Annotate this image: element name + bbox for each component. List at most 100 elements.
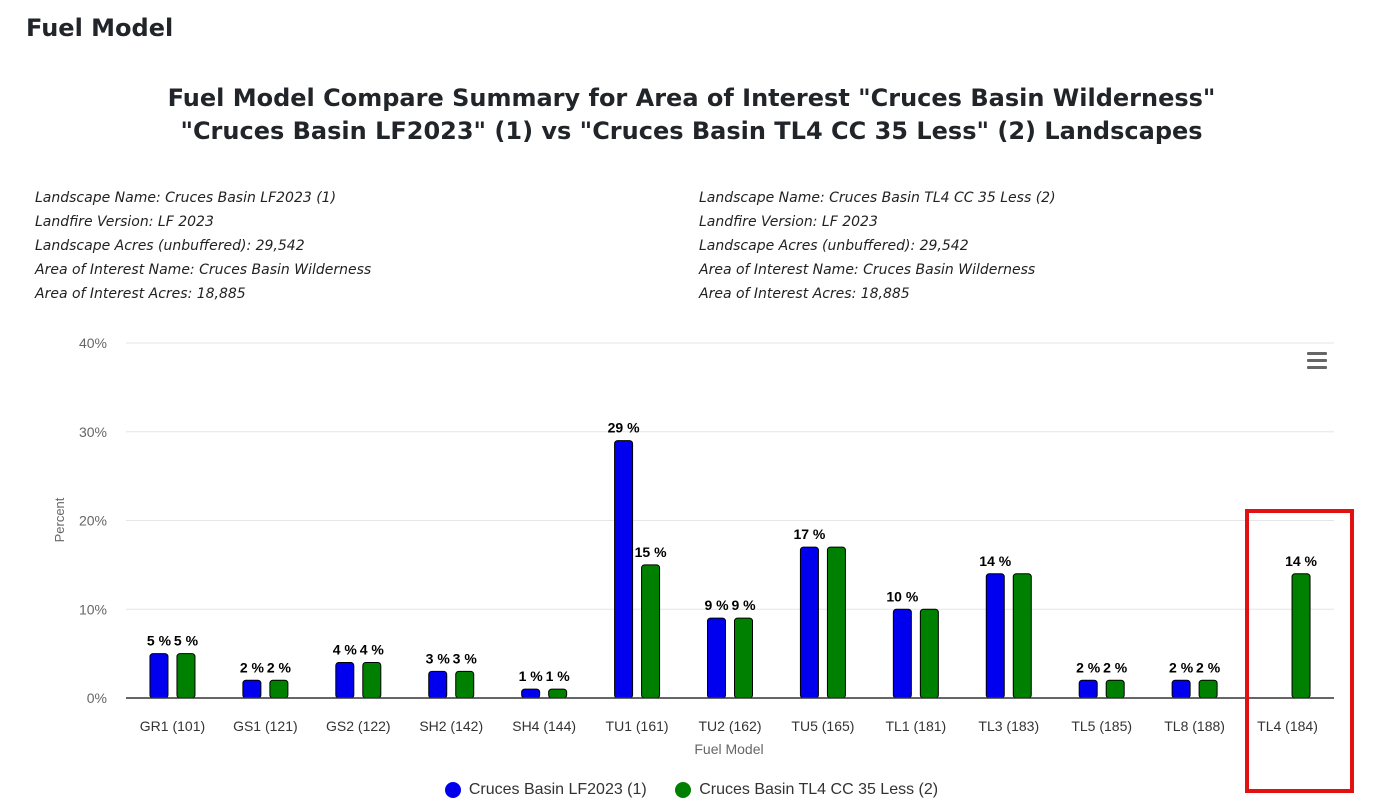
landscape-1-info: Landscape Name: Cruces Basin LF2023 (1) … [35,186,371,306]
landscape-2-acres: Landscape Acres (unbuffered): 29,542 [699,238,969,254]
legend-label-series-1: Cruces Basin LF2023 (1) [468,781,647,798]
x-tick-label: TU1 (161) [606,718,669,734]
bar-series-1-gr1[interactable] [149,653,169,699]
data-label-series-1: 2 % [1076,659,1101,675]
y-axis-title: Percent [52,497,67,542]
bar-series-2-tu5[interactable] [826,546,846,699]
bar-series-1-tu2[interactable] [707,617,726,699]
data-label-series-1: 14 % [979,553,1011,569]
data-label-series-1: 29 % [608,420,640,436]
data-label-series-1: 9 % [704,597,729,613]
bar-series-1-tl1[interactable] [892,608,912,699]
hamburger-menu-icon-line [1307,359,1327,362]
landscape-1-acres: Landscape Acres (unbuffered): 29,542 [35,238,305,254]
bar-series-2-tu1[interactable] [641,564,661,699]
data-label-series-1: 10 % [886,588,918,604]
data-label-series-2: 14 % [1285,553,1317,569]
data-label-series-2: 3 % [453,650,478,666]
data-label-series-1: 3 % [426,650,451,666]
landscape-1-landfire-version: Landfire Version: LF 2023 [35,214,214,230]
report-title-line-1: Fuel Model Compare Summary for Area of I… [167,84,1216,112]
bar-series-1-sh2[interactable] [428,670,448,699]
legend-item-series-2[interactable]: Cruces Basin TL4 CC 35 Less (2) [675,781,938,799]
axis-layer: 0% 10% 20% 30% 40% GR1 (101) GS1 (121) GS2 (122… [79,335,1334,734]
report-title-line-2: "Cruces Basin LF2023" (1) vs "Cruces Bas… [180,117,1203,145]
data-label-series-2: 9 % [731,597,756,613]
x-tick-label: GR1 (101) [140,718,205,734]
x-tick-label: GS2 (122) [326,718,391,734]
data-label-series-1: 4 % [333,642,358,658]
chart-menu-button[interactable] [1302,348,1332,374]
hamburger-menu-icon [1307,352,1327,355]
landscape-1-aoi-acres: Area of Interest Acres: 18,885 [35,286,246,302]
data-label-series-1: 17 % [793,526,825,542]
bar-series-2-tl8[interactable] [1198,679,1218,699]
report-title: Fuel Model Compare Summary for Area of I… [0,82,1383,148]
bar-series-1-tl3[interactable] [985,573,1005,699]
bar-series-1-sh4[interactable] [521,688,541,699]
landscape-2-landfire-version: Landfire Version: LF 2023 [699,214,878,230]
bar-series-1-gs2[interactable] [335,662,355,699]
data-label-series-2: 2 % [1103,659,1128,675]
landscape-2-aoi-name: Area of Interest Name: Cruces Basin Wild… [699,262,1036,278]
x-tick-label: TU2 (162) [698,718,761,734]
x-tick-label: SH2 (142) [419,718,483,734]
data-label-series-2: 5 % [174,633,199,649]
landscape-2-info: Landscape Name: Cruces Basin TL4 CC 35 L… [699,186,1056,306]
bar-series-2-sh4[interactable] [548,688,568,699]
y-tick-label: 10% [79,601,107,617]
tl4-highlight-box [1245,509,1354,793]
hamburger-menu-icon-line [1307,366,1327,369]
page-heading: Fuel Model [26,14,174,42]
data-label-series-2: 2 % [267,659,292,675]
data-label-series-1: 1 % [519,668,544,684]
bar-series-1-tl5[interactable] [1078,679,1098,699]
x-tick-label: SH4 (144) [512,718,576,734]
legend-dot-series-1 [444,782,461,798]
y-tick-label: 40% [79,335,107,351]
x-tick-label: TL3 (183) [978,718,1039,734]
fuel-model-chart: 5 % 5 % 2 % 2 % 4 % 4 % 3 % 3 % 1 % 1 % 29 % 15 % 9 … [0,320,1383,805]
legend-dot-series-2 [675,782,692,798]
bar-series-1-tl8[interactable] [1171,679,1191,699]
data-label-series-1: 2 % [1169,659,1194,675]
legend-item-series-1[interactable]: Cruces Basin LF2023 (1) [444,781,647,799]
data-label-series-1: 2 % [240,659,265,675]
bar-series-2-tl3[interactable] [1012,573,1032,699]
grid-layer [126,342,1334,610]
bar-series-2-sh2[interactable] [455,670,475,699]
bar-series-1-gs1[interactable] [242,679,262,699]
y-tick-label: 20% [79,513,107,529]
data-label-series-2: 4 % [360,642,385,658]
bar-series-2-gr1[interactable] [176,653,196,699]
x-tick-label: TL5 (185) [1071,718,1132,734]
landscape-1-aoi-name: Area of Interest Name: Cruces Basin Wild… [35,262,372,278]
data-label-series-1: 5 % [147,633,172,649]
landscape-1-name: Landscape Name: Cruces Basin LF2023 (1) [35,190,337,206]
landscape-2-aoi-acres: Area of Interest Acres: 18,885 [699,286,910,302]
bar-series-2-gs1[interactable] [269,679,289,699]
chart-legend: Cruces Basin LF2023 (1) Cruces Basin TL4… [0,781,1383,803]
landscape-2-name: Landscape Name: Cruces Basin TL4 CC 35 L… [699,190,1056,206]
data-label-series-2: 1 % [546,668,571,684]
bar-series-2-tu2[interactable] [734,617,753,699]
bar-series-2-gs2[interactable] [362,662,382,699]
x-tick-label: TU5 (165) [791,718,854,734]
y-tick-label: 0% [87,690,107,706]
chart-svg: 5 % 5 %2 % 2 %4 % 4 %3 % 3 %1 % 1 %29 %15 %9 … [52,335,1334,757]
data-label-series-2: 15 % [635,544,667,560]
bar-layer [149,440,1311,699]
bar-series-2-tl1[interactable] [919,608,939,699]
legend-label-series-2: Cruces Basin TL4 CC 35 Less (2) [699,781,939,798]
x-tick-label: GS1 (121) [233,718,298,734]
x-axis-title: Fuel Model [694,741,763,757]
x-tick-label: TL8 (188) [1164,718,1225,734]
bar-series-1-tu1[interactable] [614,440,634,699]
label-layer: 5 % 5 %2 % 2 %4 % 4 %3 % 3 %1 % 1 %29 %15 %9 … [147,420,1318,685]
x-tick-label: TL1 (181) [885,718,946,734]
y-tick-label: 30% [79,424,107,440]
bar-series-1-tu5[interactable] [799,546,819,699]
data-label-series-2: 2 % [1196,659,1221,675]
x-tick-label: TL4 (184) [1257,718,1318,734]
bar-series-2-tl5[interactable] [1105,679,1125,699]
